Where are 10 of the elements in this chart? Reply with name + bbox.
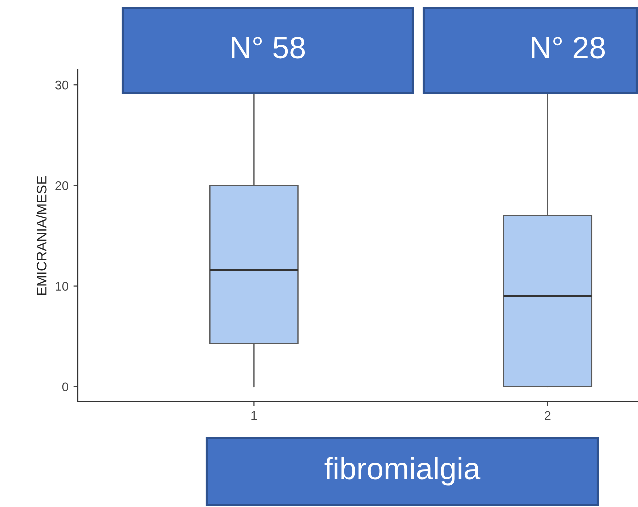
x-tick-label: 2 (545, 411, 551, 420)
y-tick-label: 0 (62, 382, 68, 392)
x-tick-label: 1 (252, 411, 258, 420)
x-axis-title: fibromialgia (324, 457, 481, 486)
text: N° 28 (532, 37, 606, 59)
y-axis-title: EMICRANIA/MESE (36, 176, 47, 296)
y-tick-label: 20 (56, 182, 68, 190)
text: N° 58 (232, 37, 306, 59)
y-tick-label: 30 (56, 80, 68, 90)
y-tick-label: 10 (56, 282, 68, 291)
